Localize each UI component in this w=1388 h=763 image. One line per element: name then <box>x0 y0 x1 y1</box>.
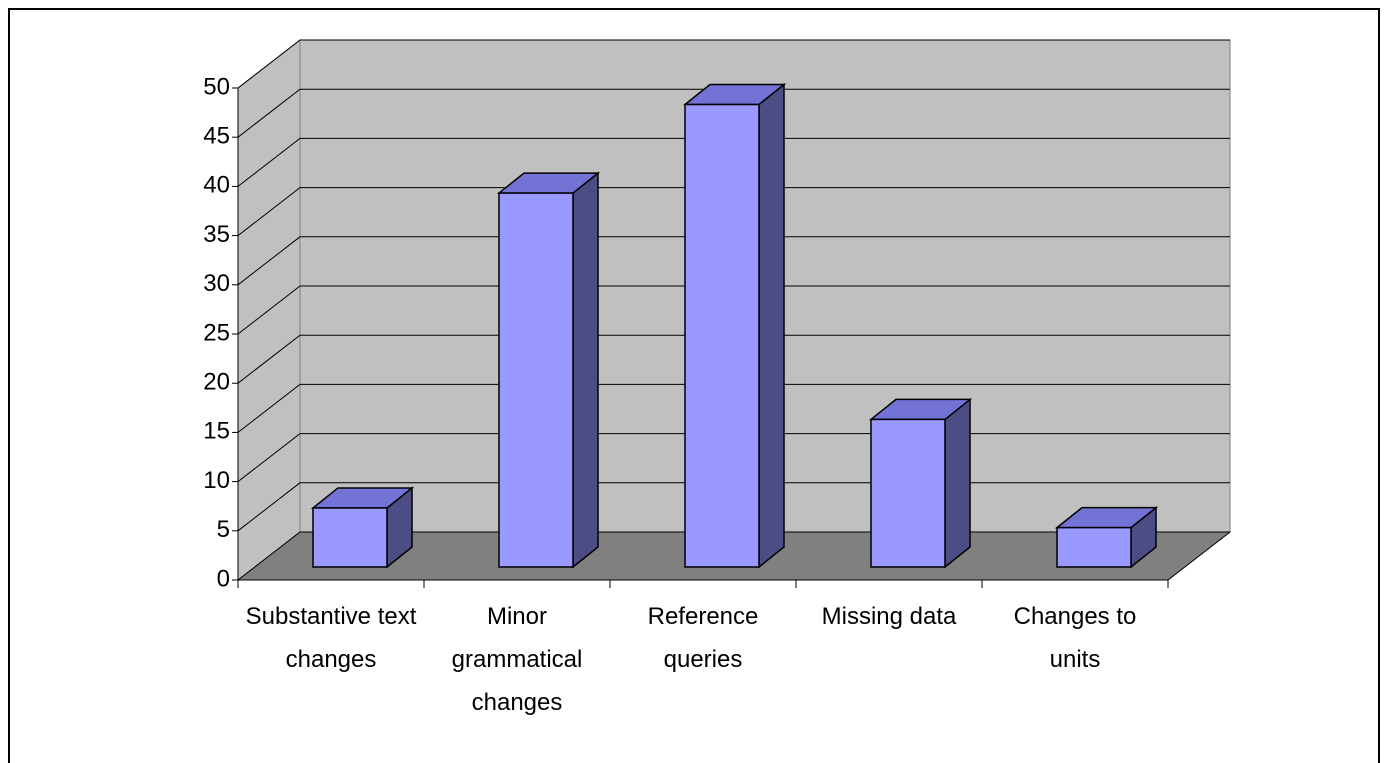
bar-side <box>758 82 785 569</box>
x-tick-label: Reference queries <box>647 603 759 673</box>
grid-line <box>237 187 1230 236</box>
bar <box>682 82 787 569</box>
y-tick-label: 10 <box>203 467 230 494</box>
bar-side <box>572 171 599 569</box>
bar <box>310 486 415 569</box>
grid-line <box>237 285 1230 335</box>
x-tick-label-box: Substantive text changes <box>245 603 417 673</box>
bar-front <box>1056 526 1132 568</box>
x-tick-label-box: Missing data <box>821 603 957 630</box>
y-tick-label: 40 <box>203 172 230 199</box>
y-tick-label: 0 <box>217 565 230 592</box>
grid-line <box>237 39 1230 89</box>
y-tick-label: 35 <box>203 221 230 248</box>
bar <box>1054 506 1159 569</box>
x-tick-label: Missing data <box>821 603 957 630</box>
grid-line <box>237 137 1230 187</box>
y-tick-label: 25 <box>203 319 230 346</box>
x-tick-label: Minor grammatical changes <box>451 603 583 716</box>
x-tick-label-box: Reference queries <box>647 603 759 673</box>
grid-line <box>237 334 1230 384</box>
grid-line <box>237 383 1230 433</box>
y-tick-label: 20 <box>203 369 230 396</box>
x-tick-label-box: Minor grammatical changes <box>451 603 583 716</box>
y-tick-label: 15 <box>203 418 230 445</box>
bar <box>868 397 973 569</box>
y-tick-label: 30 <box>203 270 230 297</box>
y-tick-label: 5 <box>217 516 230 543</box>
x-tick-label: Changes to units <box>1013 603 1137 673</box>
grid-line <box>237 236 1230 286</box>
bar-front <box>312 507 388 568</box>
bar-front <box>498 192 574 568</box>
floor-edge <box>1167 531 1231 581</box>
bar-front <box>870 418 946 568</box>
bar-side <box>944 397 971 569</box>
y-tick-label: 45 <box>203 123 230 150</box>
grid-line <box>237 88 1230 138</box>
x-tick-label: Substantive text changes <box>245 603 417 673</box>
x-tick-label-box: Changes to units <box>1013 603 1137 673</box>
bar <box>496 171 601 569</box>
y-tick-label: 50 <box>203 73 230 100</box>
bar-front <box>684 103 760 568</box>
